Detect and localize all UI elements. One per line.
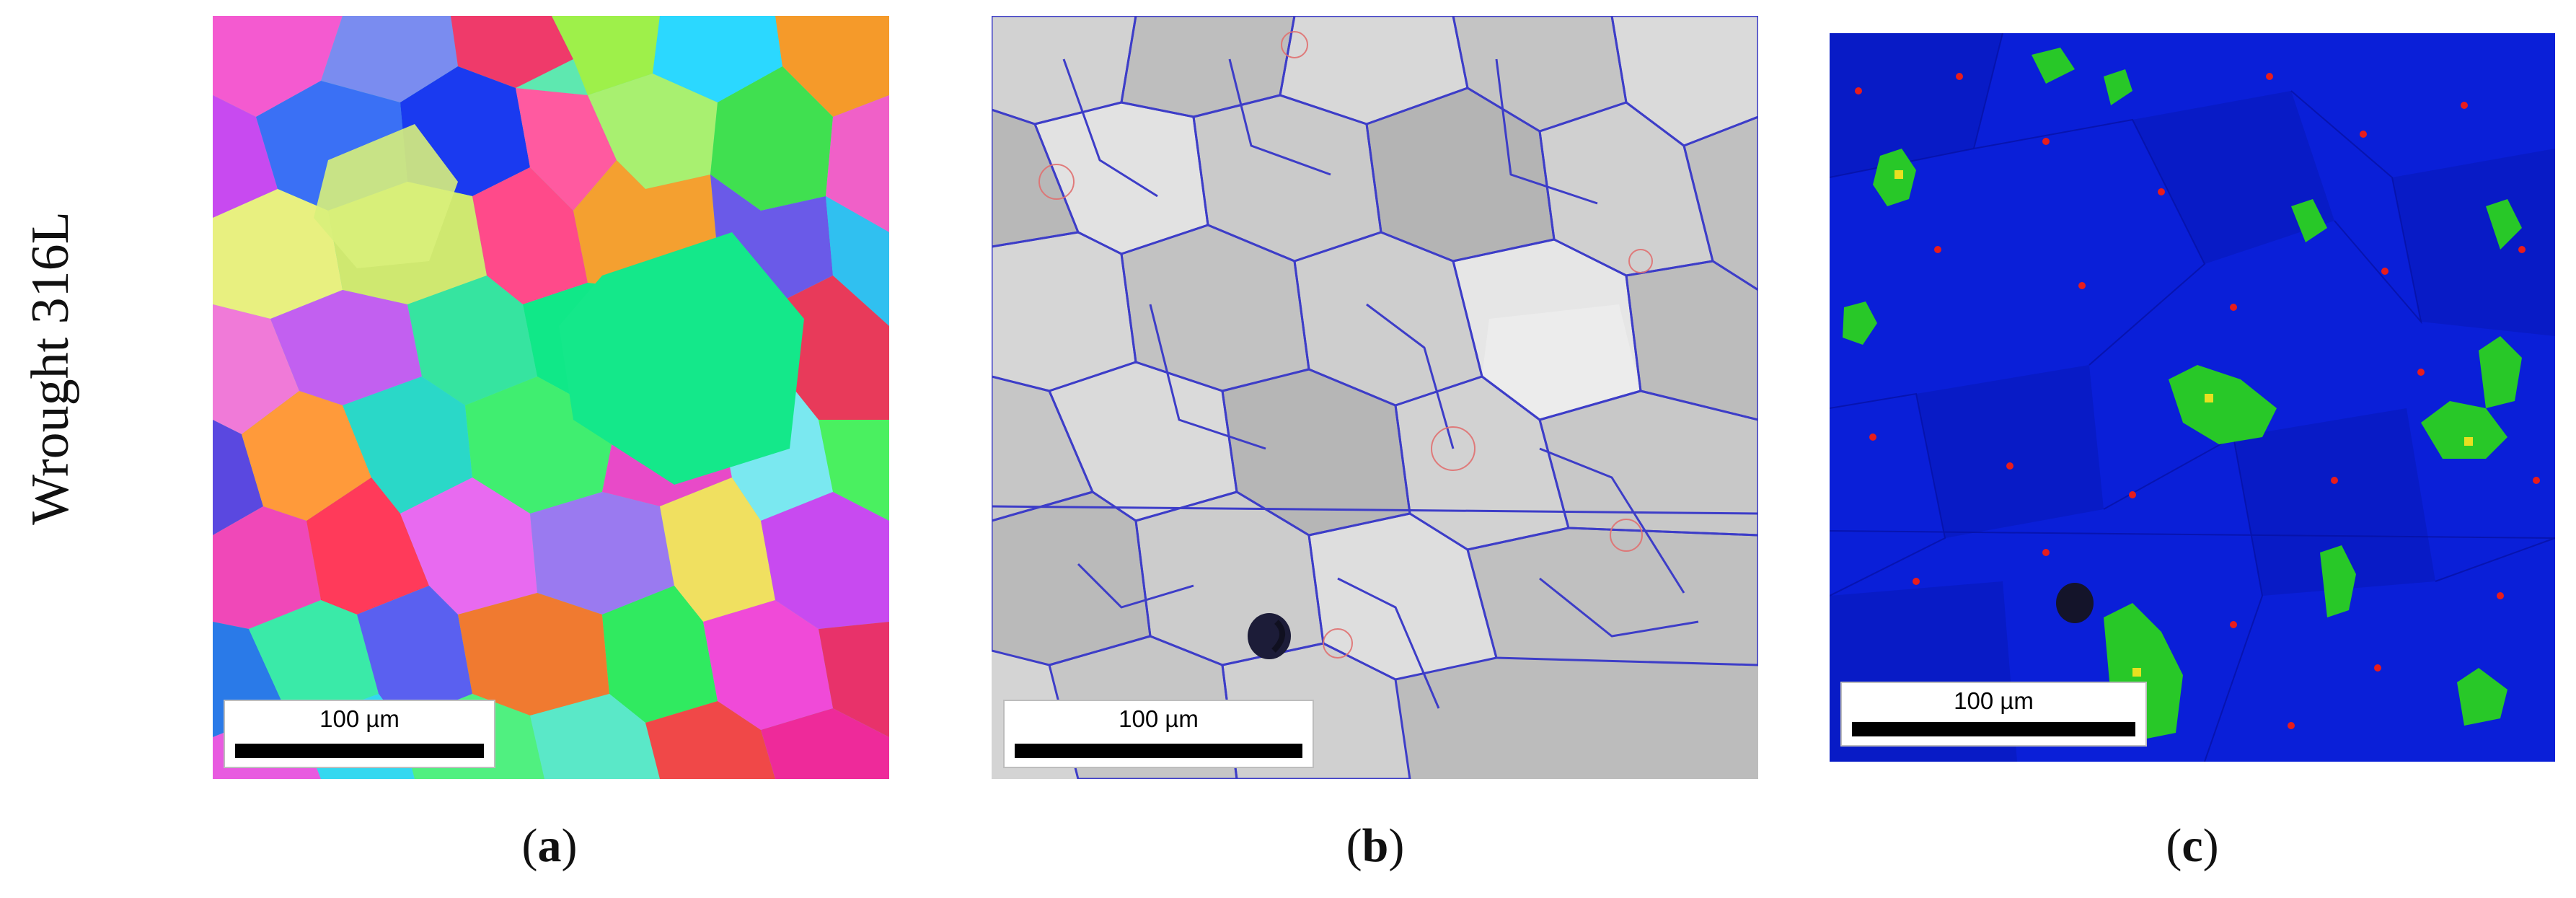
scale-bar-line-c xyxy=(1852,722,2135,736)
kam-map-panel xyxy=(1830,33,2555,762)
grain-boundary-map-image xyxy=(992,16,1758,779)
scale-bar-c: 100 µm xyxy=(1840,682,2147,747)
kam-map-image xyxy=(1830,33,2555,762)
caption-c: (c) xyxy=(2166,819,2219,872)
row-label-text: Wrought 316L xyxy=(20,211,80,525)
scale-bar-label-c: 100 µm xyxy=(1954,687,2034,714)
row-label: Wrought 316L xyxy=(0,115,101,620)
scale-bar-a: 100 µm xyxy=(224,700,495,768)
ipf-map-image xyxy=(213,16,889,779)
caption-letter-a: a xyxy=(537,819,562,872)
ipf-map-panel xyxy=(213,16,889,779)
grain-boundary-map-panel xyxy=(992,16,1758,779)
caption-letter-b: b xyxy=(1362,819,1389,872)
caption-b: (b) xyxy=(1346,819,1405,872)
caption-letter-c: c xyxy=(2182,819,2203,872)
scale-bar-line-b xyxy=(1015,744,1302,758)
scale-bar-label-b: 100 µm xyxy=(1119,705,1199,732)
caption-a: (a) xyxy=(521,819,578,872)
scale-bar-b: 100 µm xyxy=(1003,700,1314,768)
scale-bar-label-a: 100 µm xyxy=(319,705,400,732)
scale-bar-line-a xyxy=(235,744,484,758)
